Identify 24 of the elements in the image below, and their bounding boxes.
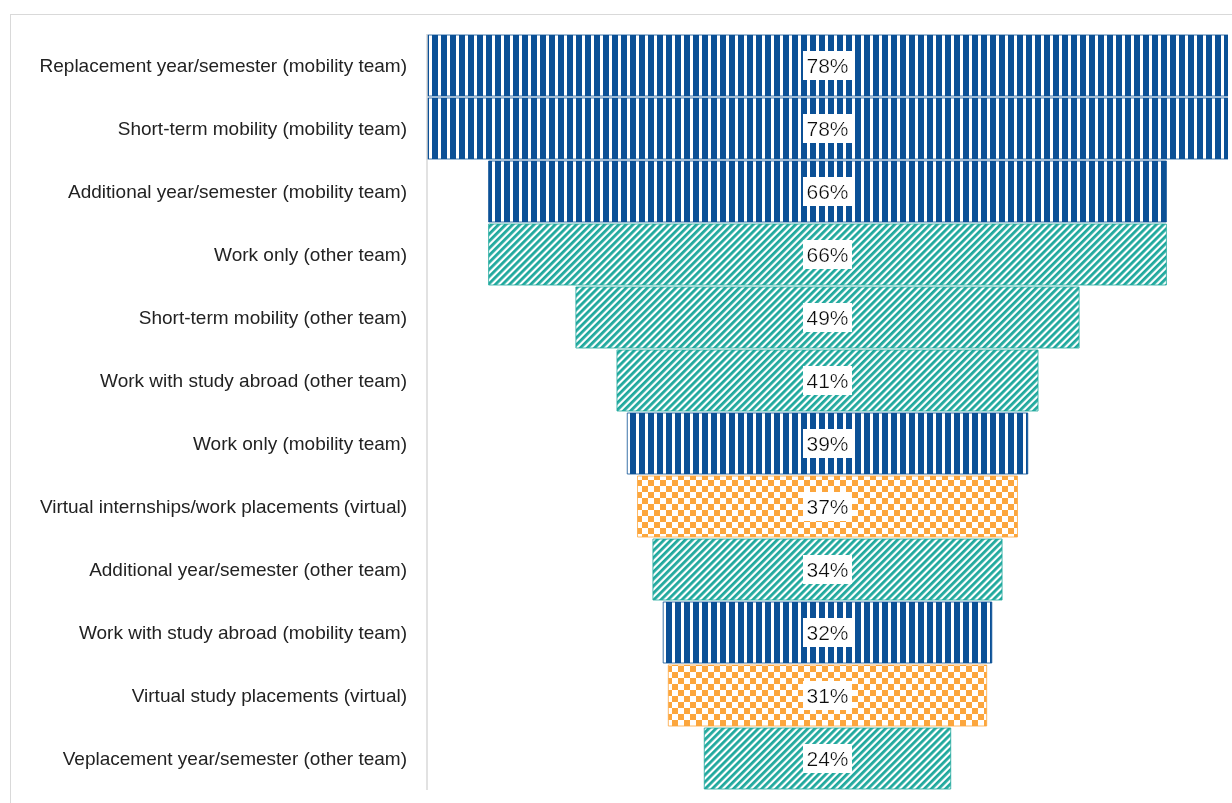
- category-label: Replacement year/semester (mobility team): [39, 55, 407, 77]
- category-label: Veplacement year/semester (other team): [62, 748, 407, 770]
- data-label: 24%: [806, 747, 849, 770]
- data-label: 34%: [806, 558, 849, 581]
- category-label: Work only (other team): [214, 244, 407, 266]
- category-label: Short-term mobility (mobility team): [117, 118, 407, 140]
- data-label: 49%: [806, 306, 849, 329]
- category-label: Additional year/semester (other team): [89, 559, 407, 581]
- data-label: 78%: [806, 54, 849, 77]
- data-label: 66%: [806, 180, 849, 203]
- category-label: Short-term mobility (other team): [138, 307, 407, 329]
- data-label: 78%: [806, 117, 849, 140]
- data-label: 41%: [806, 369, 849, 392]
- data-label: 32%: [806, 621, 849, 644]
- data-label: 39%: [806, 432, 849, 455]
- category-label: Additional year/semester (mobility team): [68, 181, 407, 203]
- category-label: Virtual study placements (virtual): [131, 685, 407, 707]
- data-label: 66%: [806, 243, 849, 266]
- category-label: Work with study abroad (mobility team): [78, 622, 407, 644]
- category-label: Work with study abroad (other team): [100, 370, 407, 392]
- data-label: 37%: [806, 495, 849, 518]
- category-label: Virtual internships/work placements (virtual): [39, 496, 407, 518]
- category-label: Work only (mobility team): [193, 433, 407, 455]
- data-label: 31%: [806, 684, 849, 707]
